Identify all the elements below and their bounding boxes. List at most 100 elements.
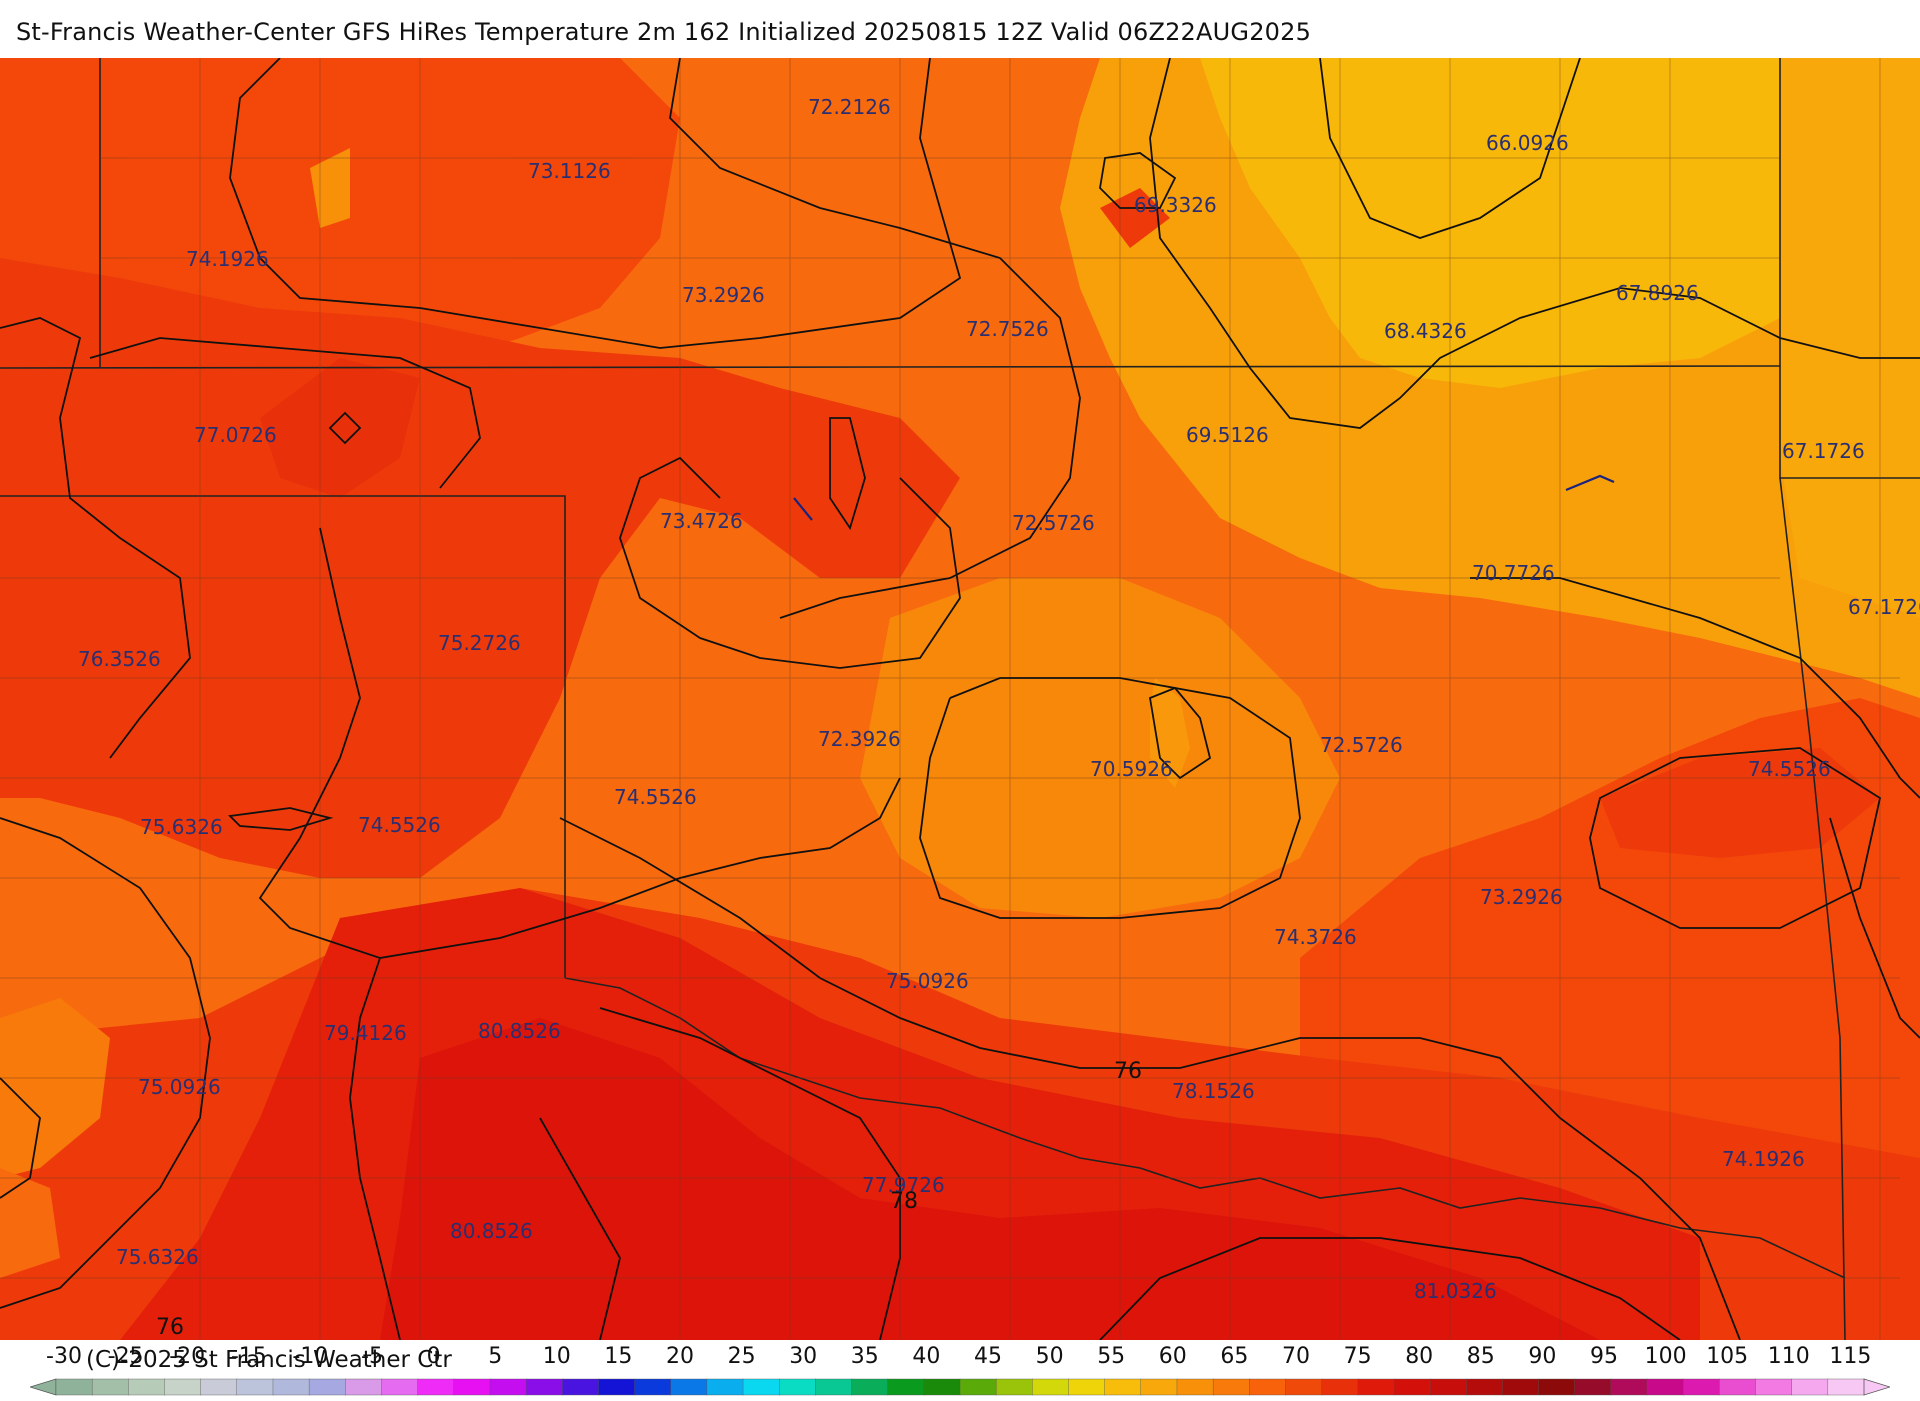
colorbar-swatch (308, 1378, 346, 1396)
colorbar-arrow-right (1863, 1378, 1892, 1396)
wind-barbs (793, 474, 1615, 521)
value-label: 75.6326 (140, 815, 223, 839)
colorbar-tick-label: 40 (912, 1344, 941, 1369)
wind-barb-icon (793, 497, 813, 521)
value-label: 79.4126 (324, 1021, 407, 1045)
isotherm-label: 76 (1114, 1059, 1142, 1084)
value-label: 80.8526 (478, 1019, 561, 1043)
contour-6 (89, 337, 481, 489)
value-label: 73.4726 (660, 509, 743, 533)
contour-21 (328, 411, 362, 445)
colorbar-tick-label: -30 (46, 1344, 82, 1369)
colorbar-tick-label: 65 (1220, 1344, 1249, 1369)
fill-band-72-sw (0, 998, 110, 1178)
value-label: 81.0326 (1414, 1279, 1497, 1303)
colorbar-swatch (55, 1378, 93, 1396)
colorbar-swatch (1827, 1378, 1865, 1396)
colorbar-swatch (1791, 1378, 1829, 1396)
value-label: 75.0926 (886, 969, 969, 993)
colorbar-tick-label: 95 (1590, 1344, 1618, 1369)
colorbar-tick-label: 80 (1405, 1344, 1434, 1369)
colorbar-swatch (670, 1378, 708, 1396)
fill-band-76 (0, 258, 960, 878)
state-line-4 (0, 495, 566, 978)
value-label: 80.8526 (450, 1219, 533, 1243)
contour-16 (349, 957, 401, 1340)
colorbar-swatch (1249, 1378, 1287, 1396)
colorbar-tick-label: -10 (292, 1344, 329, 1369)
colorbar-tick-label: 10 (542, 1344, 571, 1369)
contour-2 (669, 58, 1081, 619)
colorbar-swatch (489, 1378, 527, 1396)
colorbar-tick-label: 30 (789, 1344, 818, 1369)
fill-pocket-1 (1100, 188, 1170, 248)
colorbar-svg (28, 1378, 1892, 1396)
contour-10 (1148, 686, 1212, 780)
colorbar-tick-label: 100 (1644, 1344, 1687, 1369)
value-label: 73.1126 (528, 159, 611, 183)
colorbar-swatch (1104, 1378, 1142, 1396)
value-label: 72.3926 (818, 727, 901, 751)
state-line-1 (0, 365, 1781, 369)
colorbar-swatch (1574, 1378, 1612, 1396)
colorbar-tick-label: 5 (488, 1344, 503, 1369)
colorbar-tick-label: 105 (1706, 1344, 1749, 1369)
contour-24 (1099, 152, 1177, 209)
colorbar-swatch (417, 1378, 455, 1396)
colorbar-swatch (453, 1378, 491, 1396)
colorbar-swatch (959, 1378, 997, 1396)
contour-19 (1099, 1237, 1681, 1340)
contour-5 (0, 317, 191, 759)
value-label: 72.5726 (1012, 511, 1095, 535)
colorbar-swatch (634, 1378, 672, 1396)
colorbar-swatch (200, 1378, 238, 1396)
value-label: 74.1926 (1722, 1147, 1805, 1171)
value-label: 70.5926 (1090, 757, 1173, 781)
contour-14 (0, 817, 211, 1309)
colorbar-swatch (1502, 1378, 1540, 1396)
colorbar-swatch (1357, 1378, 1395, 1396)
colorbar-tick-label: 50 (1035, 1344, 1064, 1369)
colorbar-ticks: -30 -25 -20 -15 -10 -5 0 5 10 15 20 25 30 35 40 45 50 55 6… (0, 1344, 1920, 1374)
value-label: 74.5526 (614, 785, 697, 809)
value-label: 73.2926 (682, 283, 765, 307)
copyright-text: (C)-2025 St Francis Weather Ctr (86, 1347, 452, 1373)
colorbar-swatch (236, 1378, 274, 1396)
colorbar-tick-label: 75 (1343, 1344, 1372, 1369)
value-label: 78.1526 (1172, 1079, 1255, 1103)
fill-band-70 (860, 578, 1340, 918)
value-label: 77.0726 (194, 423, 277, 447)
colorbar-swatch (779, 1378, 817, 1396)
value-labels: 72.2126 73.1126 66.0926 69.3326 74.1926 … (78, 95, 1920, 1303)
fill-band-78-north (260, 358, 420, 498)
colorbar-swatch (1538, 1378, 1576, 1396)
colorbar-swatch (995, 1378, 1034, 1396)
colorbar-swatch (1466, 1378, 1504, 1396)
colorbar-tick-label: 55 (1097, 1344, 1126, 1369)
isotherm-contours (0, 58, 1920, 1340)
state-line-5 (1779, 477, 1846, 1340)
value-label: 67.8926 (1616, 281, 1699, 305)
colorbar-swatch (1682, 1378, 1721, 1396)
contour-22 (228, 807, 334, 831)
temperature-map[interactable]: 72.2126 73.1126 66.0926 69.3326 74.1926 … (0, 58, 1920, 1340)
colorbar-tick-label: 15 (604, 1344, 633, 1369)
colorbar-tick-label: 70 (1282, 1344, 1310, 1369)
value-label: 74.3726 (1274, 925, 1357, 949)
value-label: 74.5526 (358, 813, 441, 837)
contour-23 (829, 417, 866, 531)
colorbar-swatch (381, 1378, 419, 1396)
isotherm-labels: 76 78 76 (156, 1059, 1142, 1340)
colorbar-swatch (128, 1378, 166, 1396)
contour-11 (1470, 577, 1920, 799)
value-label: 75.6326 (116, 1245, 199, 1269)
value-label: 70.7726 (1472, 561, 1555, 585)
colorbar-swatch (345, 1378, 383, 1396)
colorbar-tick-label: 25 (727, 1344, 756, 1369)
value-label: 77.9726 (862, 1173, 945, 1197)
contour-7 (619, 456, 961, 669)
contour-13 (1829, 817, 1920, 1039)
fill-band-64 (1200, 58, 1780, 388)
colorbar-swatch (1610, 1378, 1648, 1396)
value-label: 69.3326 (1134, 193, 1217, 217)
